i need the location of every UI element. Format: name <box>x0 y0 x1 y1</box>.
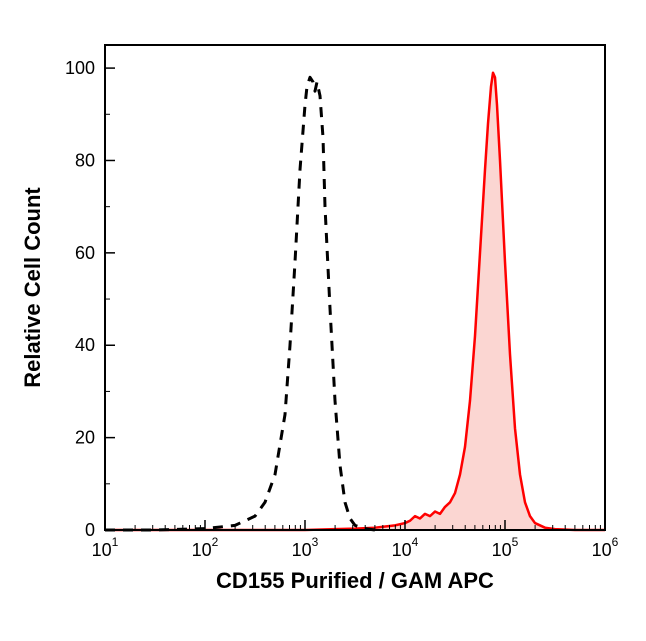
svg-text:20: 20 <box>75 428 95 448</box>
svg-text:101: 101 <box>92 535 119 560</box>
svg-text:80: 80 <box>75 150 95 170</box>
svg-text:60: 60 <box>75 243 95 263</box>
svg-text:105: 105 <box>492 535 519 560</box>
svg-text:100: 100 <box>65 58 95 78</box>
chart-svg: 101 102 103 104 105 106 0 20 40 60 80 100 CD155 Puri… <box>0 0 646 641</box>
svg-text:102: 102 <box>192 535 219 560</box>
svg-text:CD155 Purified / GAM APC: CD155 Purified / GAM APC <box>216 568 494 593</box>
svg-text:40: 40 <box>75 335 95 355</box>
svg-text:104: 104 <box>392 535 419 560</box>
svg-text:Relative Cell Count: Relative Cell Count <box>20 187 45 388</box>
histogram-chart: 101 102 103 104 105 106 0 20 40 60 80 100 CD155 Puri… <box>0 0 646 641</box>
svg-text:0: 0 <box>85 520 95 540</box>
svg-text:106: 106 <box>592 535 619 560</box>
svg-text:103: 103 <box>292 535 319 560</box>
